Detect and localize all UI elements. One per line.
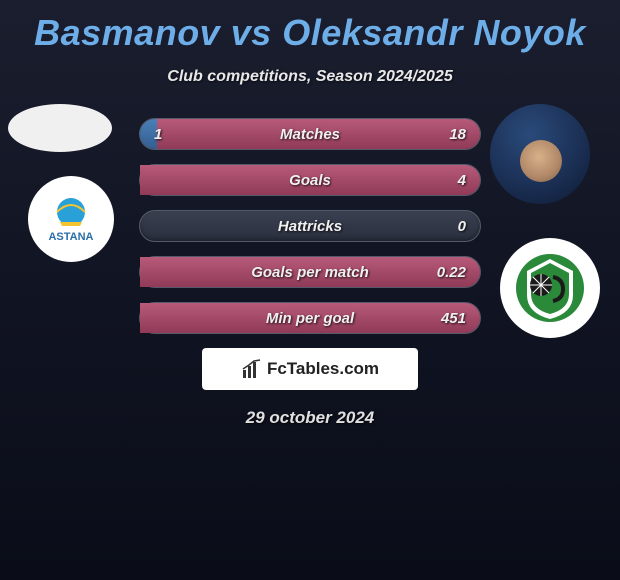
team-badge-left: ASTANA [28, 176, 114, 262]
stat-row: Goals4 [139, 164, 481, 196]
stat-value-right: 18 [449, 119, 466, 151]
team-badge-right [500, 238, 600, 338]
astana-logo-icon: ASTANA [40, 188, 102, 250]
stat-value-right: 4 [458, 165, 466, 197]
comparison-area: ASTANA 1Matches18 Goals4 Hattricks0 Goals p… [0, 118, 620, 334]
stat-row: Hattricks0 [139, 210, 481, 242]
stat-row: Min per goal451 [139, 302, 481, 334]
atyrau-logo-icon [513, 251, 587, 325]
stat-label: Min per goal [140, 303, 480, 335]
player-avatar-right [490, 104, 590, 204]
badge-left-text: ASTANA [48, 231, 93, 243]
stat-label: Goals [140, 165, 480, 197]
stat-label: Matches [140, 119, 480, 151]
player-avatar-left [8, 104, 112, 152]
stat-row: Goals per match0.22 [139, 256, 481, 288]
stat-bars: 1Matches18 Goals4 Hattricks0 Goals per matc… [139, 118, 481, 334]
footer-brand-text: FcTables.com [267, 359, 379, 379]
page-title: Basmanov vs Oleksandr Noyok [0, 0, 620, 54]
stat-label: Goals per match [140, 257, 480, 289]
stat-label: Hattricks [140, 211, 480, 243]
subtitle: Club competitions, Season 2024/2025 [0, 68, 620, 86]
snapshot-date: 29 october 2024 [0, 408, 620, 428]
fctables-chart-icon [241, 358, 263, 380]
stat-value-right: 451 [441, 303, 466, 335]
stat-value-right: 0.22 [437, 257, 466, 289]
footer-brand[interactable]: FcTables.com [202, 348, 418, 390]
stat-row: 1Matches18 [139, 118, 481, 150]
stat-value-right: 0 [458, 211, 466, 243]
